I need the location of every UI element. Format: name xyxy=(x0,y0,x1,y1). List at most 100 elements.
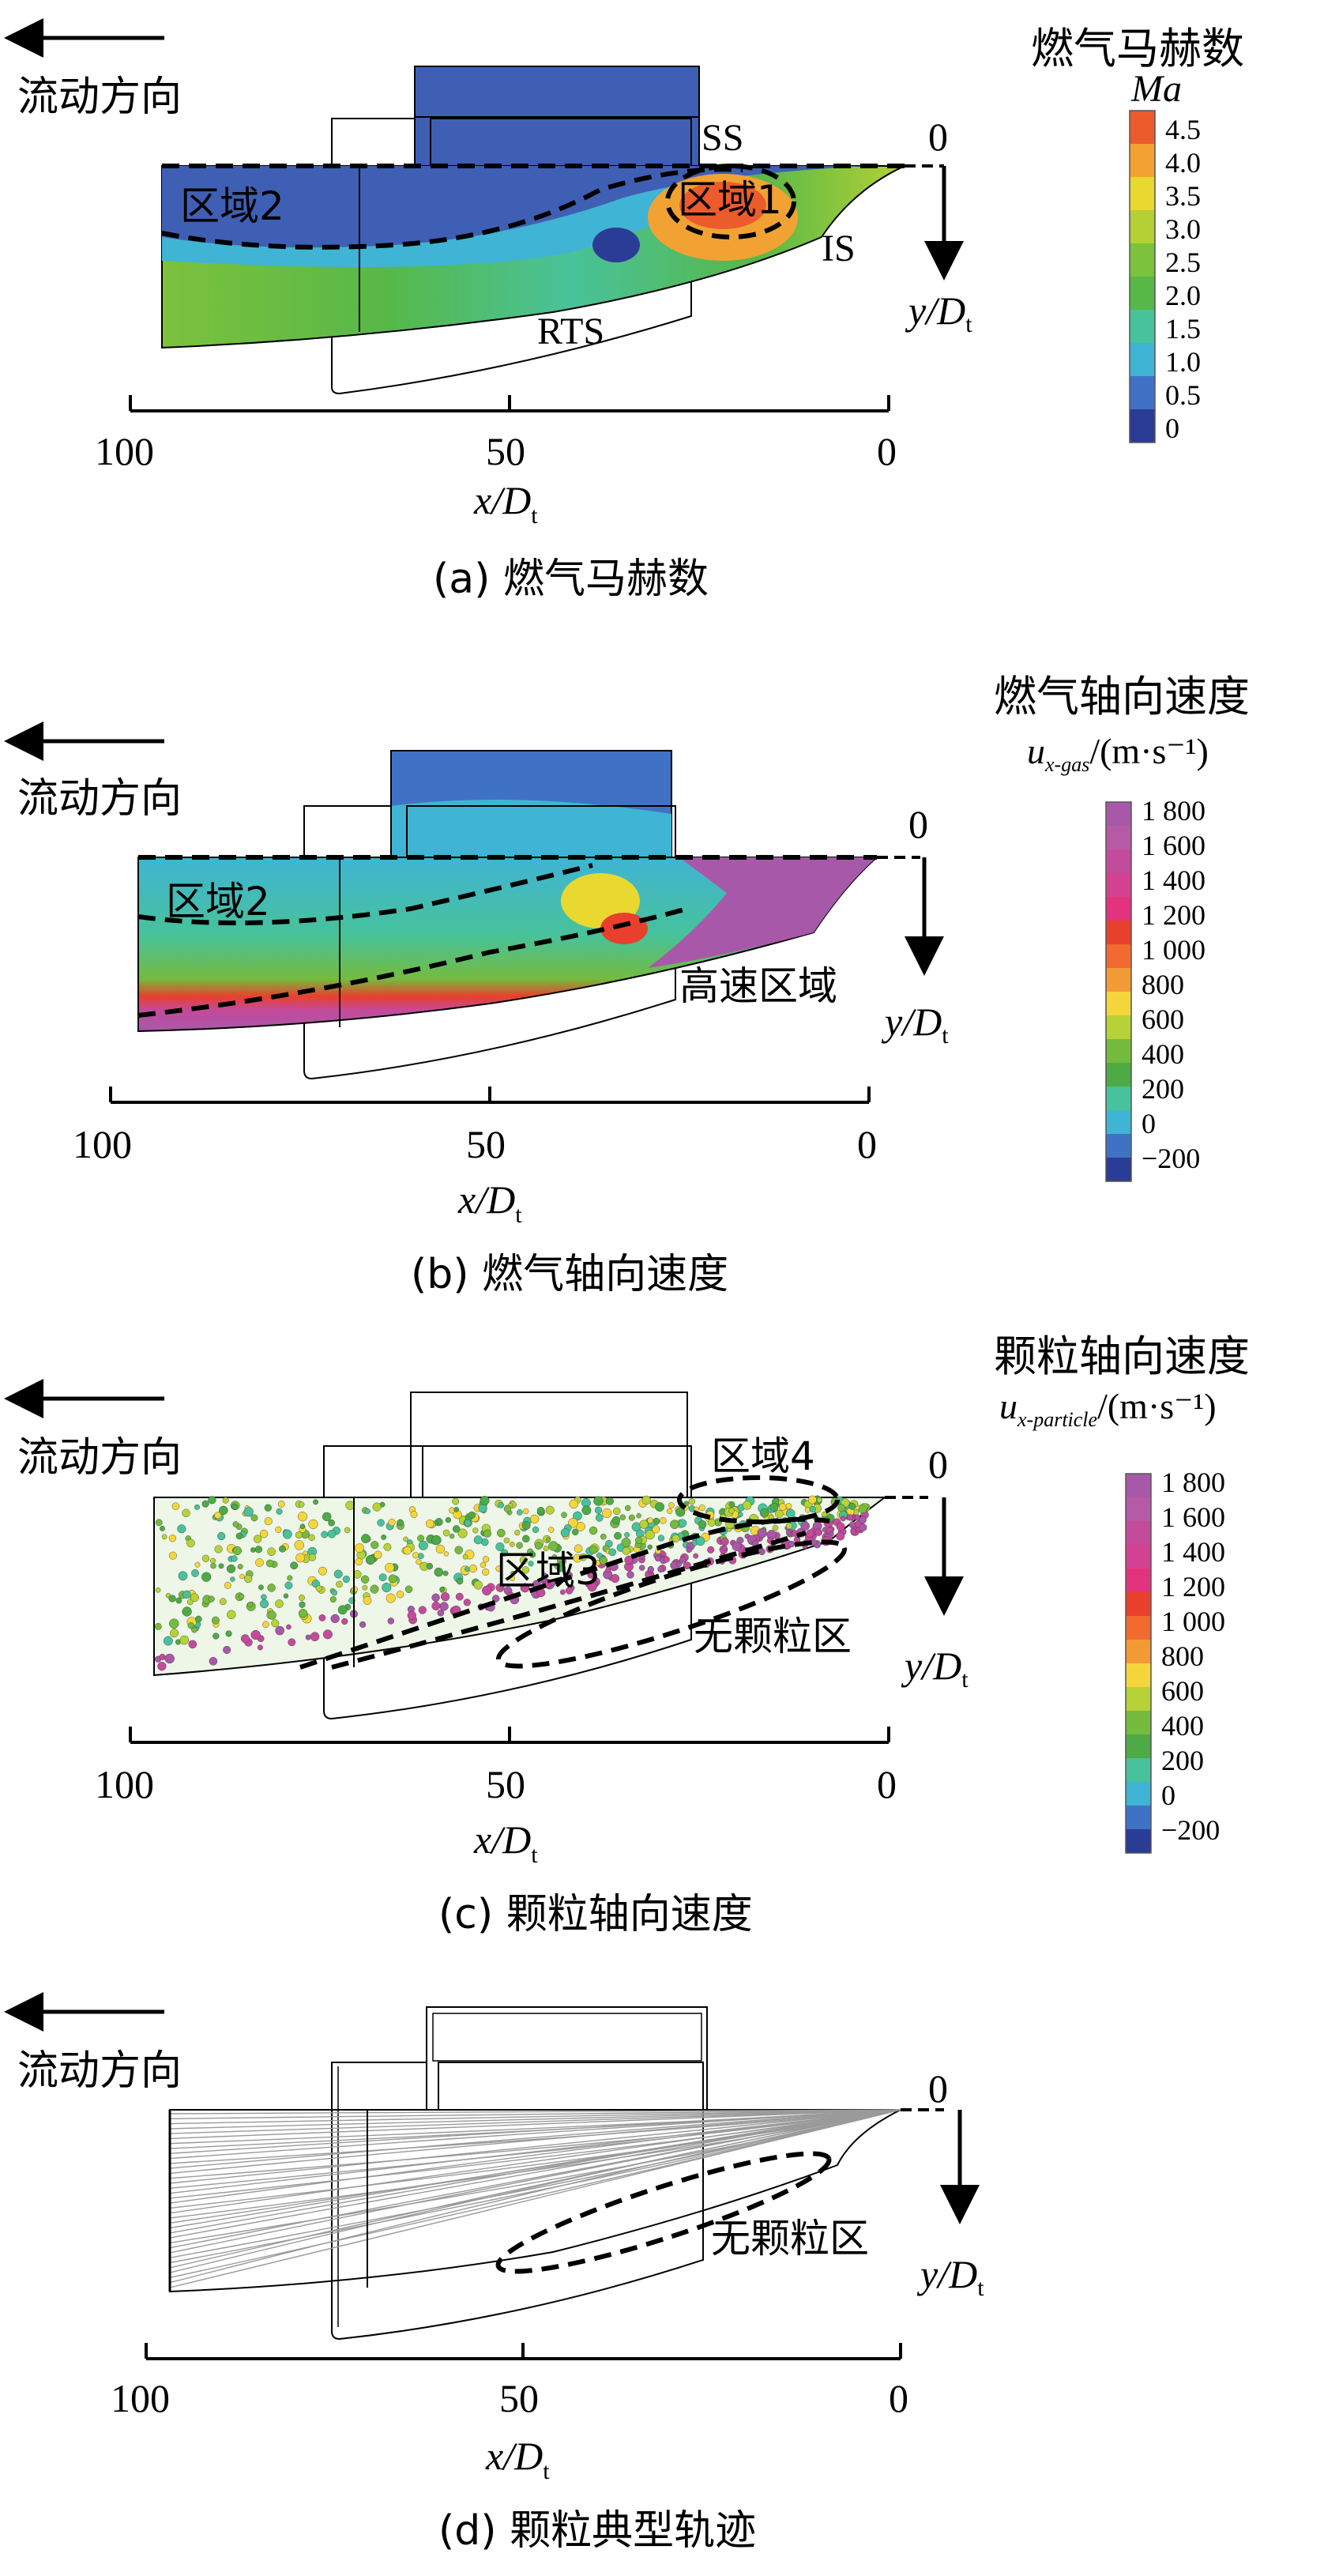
x-tick-50-d: 50 xyxy=(499,2376,539,2420)
particle xyxy=(337,1605,348,1615)
x-tick-0-b: 0 xyxy=(857,1122,877,1166)
particle xyxy=(676,1561,683,1568)
particle xyxy=(264,1504,272,1512)
particle xyxy=(322,1629,333,1640)
particle xyxy=(385,1562,395,1572)
caption-c: (c) 颗粒轴向速度 xyxy=(438,1891,753,1938)
particle xyxy=(548,1527,555,1533)
region-label-2b: 区域2 xyxy=(166,879,270,925)
particle xyxy=(381,1535,386,1540)
particle xyxy=(445,1516,452,1523)
legend-tick: 0.5 xyxy=(1165,379,1201,411)
nozzle-outline xyxy=(303,805,676,1080)
particle xyxy=(509,1542,515,1547)
particle xyxy=(201,1500,209,1508)
legend-title-b: 燃气轴向速度 xyxy=(994,672,1250,721)
particle xyxy=(299,1595,305,1601)
x-tick-50-b: 50 xyxy=(466,1122,506,1166)
particle xyxy=(613,1507,621,1516)
particle xyxy=(809,1506,816,1513)
no-particle-boundary xyxy=(495,2151,832,2274)
particle xyxy=(657,1565,664,1573)
region-label-1: 区域1 xyxy=(678,177,782,223)
particle xyxy=(333,1569,343,1579)
particle xyxy=(154,1622,162,1630)
particle xyxy=(565,1587,574,1595)
particle xyxy=(416,1559,422,1565)
particle xyxy=(594,1506,603,1514)
particle xyxy=(614,1531,622,1540)
particle xyxy=(308,1519,318,1530)
particle xyxy=(275,1625,285,1636)
legend-tick: 600 xyxy=(1161,1675,1204,1707)
y-axis-label-d: y/Dt xyxy=(916,2252,984,2301)
high-speed-label: 高速区域 xyxy=(679,963,837,1009)
particle xyxy=(836,1522,845,1531)
particle xyxy=(483,1529,492,1538)
particle xyxy=(318,1614,326,1621)
legend-tick: 1 400 xyxy=(1142,864,1206,896)
particle xyxy=(288,1638,296,1647)
no-particle-label-d: 无颗粒区 xyxy=(711,2216,869,2262)
particle xyxy=(817,1497,822,1503)
particle xyxy=(587,1582,597,1592)
particle xyxy=(175,1597,182,1604)
particle xyxy=(846,1514,854,1521)
particle xyxy=(417,1553,424,1560)
particle xyxy=(473,1535,483,1545)
particle xyxy=(217,1531,226,1541)
particle xyxy=(188,1640,197,1649)
particle xyxy=(412,1552,419,1559)
legend-var-c: ux-particle/(m·s⁻¹) xyxy=(999,1386,1217,1431)
particle xyxy=(210,1562,216,1569)
particle xyxy=(247,1602,254,1608)
legend-var-b: ux-gas/(m·s⁻¹) xyxy=(1027,731,1209,776)
particle xyxy=(297,1512,308,1522)
particle xyxy=(453,1525,461,1533)
particle xyxy=(589,1526,598,1535)
particle xyxy=(848,1502,856,1510)
particle xyxy=(457,1528,468,1538)
particle xyxy=(290,1561,299,1570)
is-label: IS xyxy=(822,228,856,269)
particle xyxy=(267,1610,276,1620)
trajectory-line xyxy=(169,2109,901,2125)
particle xyxy=(168,1551,177,1560)
particle xyxy=(732,1541,742,1551)
particle xyxy=(396,1590,404,1599)
particle xyxy=(403,1546,412,1555)
particle xyxy=(858,1504,867,1514)
particle xyxy=(554,1563,560,1570)
particle xyxy=(254,1546,263,1554)
particle xyxy=(548,1541,559,1551)
particle xyxy=(255,1558,264,1567)
particle xyxy=(407,1610,416,1620)
particle xyxy=(728,1501,735,1508)
particle xyxy=(472,1527,479,1534)
particle xyxy=(359,1621,367,1629)
particle xyxy=(213,1633,220,1640)
legend-title-c: 颗粒轴向速度 xyxy=(994,1331,1250,1381)
particle xyxy=(619,1514,626,1520)
particle xyxy=(572,1528,579,1536)
particle xyxy=(683,1501,689,1506)
particle xyxy=(267,1547,276,1556)
particle xyxy=(161,1534,167,1540)
particle xyxy=(295,1553,306,1563)
particle xyxy=(517,1509,523,1516)
particle xyxy=(299,1523,306,1529)
x-tick-0-a: 0 xyxy=(877,429,897,473)
particle xyxy=(282,1529,292,1539)
particle xyxy=(635,1536,643,1544)
particle xyxy=(442,1570,449,1576)
legend-tick: 800 xyxy=(1161,1640,1204,1672)
particle xyxy=(169,1618,179,1629)
particle xyxy=(596,1552,603,1559)
legend-tick: 1 400 xyxy=(1161,1536,1225,1568)
particle xyxy=(645,1530,655,1540)
particle xyxy=(850,1528,857,1535)
particle xyxy=(417,1535,424,1542)
particle xyxy=(219,1505,228,1516)
particle xyxy=(497,1528,506,1538)
particle xyxy=(160,1526,165,1531)
